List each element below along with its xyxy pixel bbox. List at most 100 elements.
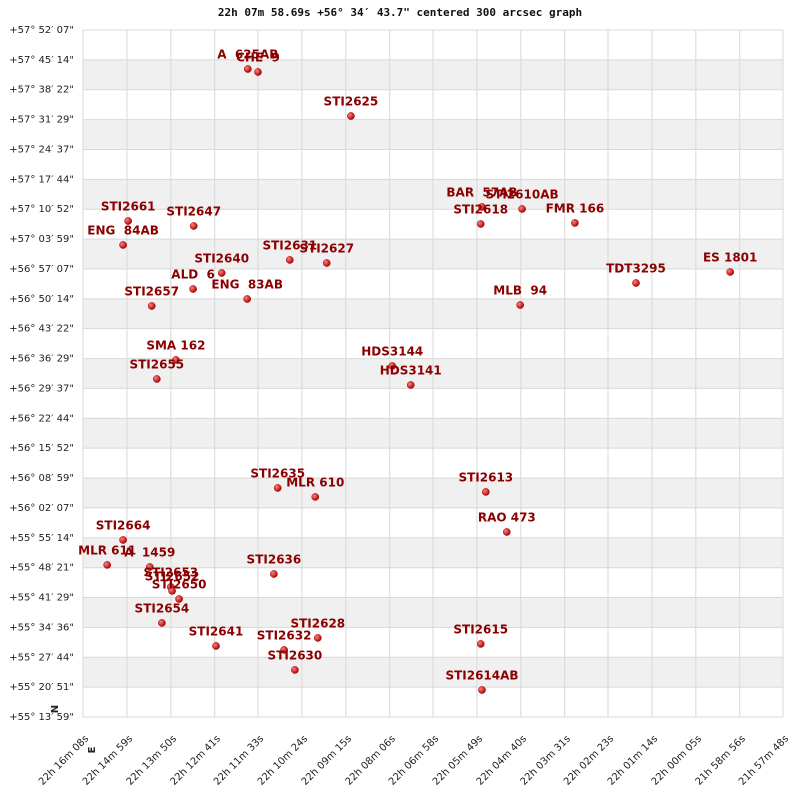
- y-tick-label: +55° 27′ 44": [9, 652, 74, 663]
- y-tick-label: +56° 57′ 07": [9, 264, 74, 275]
- star-point: [189, 285, 197, 293]
- star-point: [273, 484, 282, 492]
- star-point: [518, 205, 526, 213]
- star-point: [147, 302, 156, 310]
- star-label: CHE 9: [236, 50, 280, 64]
- y-tick-label: +57° 24′ 37": [9, 144, 74, 155]
- y-tick-label: +56° 22′ 44": [9, 413, 74, 424]
- star-point: [119, 536, 127, 544]
- star-point: [212, 642, 220, 650]
- star-point: [406, 381, 415, 389]
- star-label: STI2618: [453, 202, 508, 216]
- y-tick-label: +57° 38′ 22": [9, 85, 74, 96]
- star-point: [124, 217, 133, 225]
- star-point: [516, 301, 525, 309]
- star-label: STI2655: [129, 358, 184, 372]
- y-tick-label: +55° 34′ 36": [9, 622, 74, 633]
- star-label: STI2640: [194, 251, 249, 265]
- star-point: [145, 563, 154, 571]
- star-point: [388, 362, 397, 370]
- y-tick-label: +56° 08′ 59": [9, 473, 74, 484]
- y-tick-label: +56° 50′ 14": [9, 294, 74, 305]
- y-tick-label: +56° 15′ 52": [9, 443, 74, 454]
- star-label: STI2635: [250, 466, 305, 480]
- star-label: STI2615: [453, 622, 508, 636]
- star-label: STI2627: [299, 242, 354, 256]
- y-tick-label: +55° 20′ 51": [9, 682, 74, 693]
- star-label: ES 1801: [703, 250, 757, 264]
- star-point: [476, 640, 485, 648]
- star-label: FMR 166: [546, 201, 605, 215]
- star-point: [243, 65, 252, 73]
- star-point: [119, 241, 127, 249]
- compass-east: E: [87, 746, 98, 753]
- star-point: [254, 68, 262, 76]
- star-point: [168, 587, 176, 595]
- star-point: [313, 634, 322, 642]
- star-point: [270, 570, 278, 578]
- star-point: [322, 259, 331, 267]
- star-label: STI2625: [324, 95, 379, 109]
- star-label: STI2628: [290, 616, 345, 630]
- star-label: MLR 610: [286, 475, 344, 489]
- star-point: [217, 269, 226, 277]
- y-tick-label: +57° 17′ 44": [9, 174, 74, 185]
- star-label: BAR 57AB: [446, 185, 517, 199]
- star-label: RAO 473: [478, 510, 536, 524]
- y-tick-label: +56° 29′ 37": [9, 383, 74, 394]
- y-tick-label: +57° 10′ 52": [9, 204, 74, 215]
- star-label: A 625AB: [217, 48, 278, 62]
- star-label: ENG 84AB: [87, 223, 159, 237]
- star-point: [726, 268, 735, 276]
- star-label: STI2632: [257, 628, 312, 642]
- star-point: [152, 375, 161, 383]
- star-label: STI2650: [152, 577, 207, 591]
- star-label: MLB 94: [493, 284, 547, 298]
- star-point: [189, 222, 198, 230]
- star-label: STI2636: [247, 552, 302, 566]
- star-point: [476, 220, 485, 228]
- star-point: [158, 619, 166, 627]
- star-point: [280, 646, 288, 654]
- y-tick-label: +56° 02′ 07": [9, 503, 74, 514]
- y-tick-label: +55° 55′ 14": [9, 533, 74, 544]
- y-tick-label: +55° 13′ 59": [9, 712, 74, 723]
- star-point: [502, 528, 511, 536]
- star-point: [571, 219, 579, 227]
- star-label: HDS3141: [380, 364, 442, 378]
- chart-title: 22h 07m 58.69s +56° 34′ 43.7" centered 3…: [218, 6, 582, 19]
- star-label: STI2647: [166, 205, 221, 219]
- star-label: ENG 83AB: [211, 277, 283, 291]
- star-label: STI2631: [262, 238, 317, 252]
- star-point: [632, 279, 640, 287]
- star-point: [175, 595, 183, 603]
- star-label: SMA 162: [146, 338, 205, 352]
- star-point: [103, 561, 112, 569]
- star-label: STI2654: [135, 601, 190, 615]
- y-tick-label: +57° 45′ 14": [9, 55, 74, 66]
- star-label: STI2613: [458, 470, 513, 484]
- y-tick-label: +55° 41′ 29": [9, 593, 74, 604]
- star-point: [347, 112, 355, 120]
- star-label: ALD 6: [171, 268, 215, 282]
- star-point: [478, 203, 486, 211]
- star-label: HDS3144: [361, 344, 423, 358]
- star-point: [291, 666, 299, 674]
- star-point: [481, 488, 490, 496]
- star-label: STI2653: [143, 565, 198, 579]
- star-point: [172, 356, 180, 364]
- y-tick-label: +56° 36′ 29": [9, 354, 74, 365]
- y-tick-label: +57° 52′ 07": [9, 25, 74, 36]
- star-label: A 1459: [124, 545, 175, 559]
- y-tick-label: +57° 31′ 29": [9, 115, 74, 126]
- star-label: STI2657: [124, 285, 179, 299]
- star-label: STI2641: [189, 624, 244, 638]
- y-tick-label: +55° 48′ 21": [9, 563, 74, 574]
- star-point: [478, 686, 486, 694]
- star-label: STI2630: [268, 648, 323, 662]
- y-tick-label: +57° 03′ 59": [9, 234, 74, 245]
- star-label: STI2614AB: [445, 668, 518, 682]
- star-point: [243, 295, 252, 303]
- star-label: STI2664: [96, 518, 151, 532]
